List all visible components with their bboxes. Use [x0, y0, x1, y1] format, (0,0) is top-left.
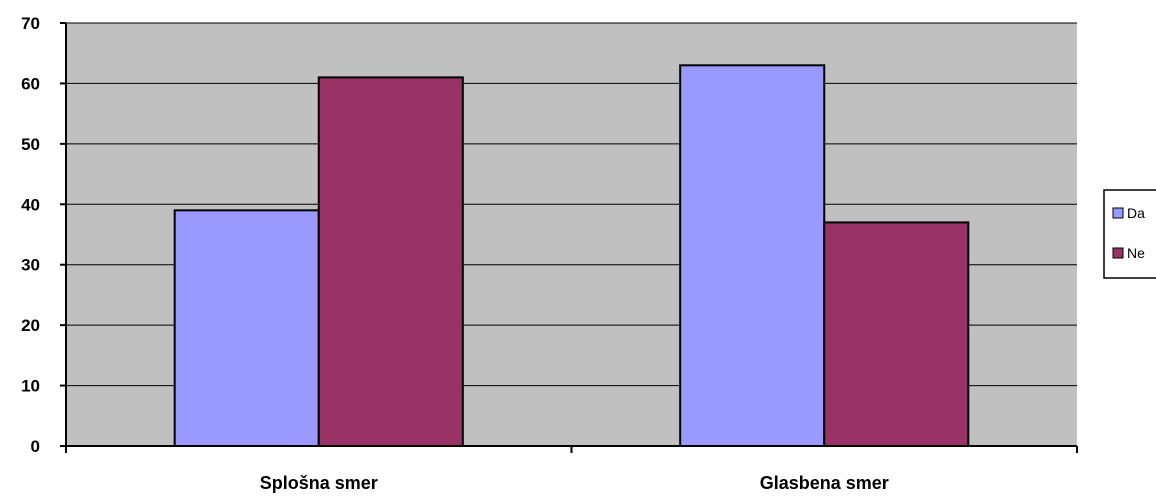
y-tick-label: 0	[31, 437, 40, 456]
legend-label-ne: Ne	[1127, 245, 1145, 261]
y-tick-label: 10	[21, 377, 40, 396]
x-axis-category-labels: Splošna smer Glasbena smer	[260, 473, 889, 493]
y-tick-label: 40	[21, 195, 40, 214]
x-axis-ticks	[65, 446, 1078, 453]
x-category-label: Glasbena smer	[760, 473, 889, 493]
y-tick-label: 70	[21, 14, 40, 33]
x-category-label: Splošna smer	[260, 473, 378, 493]
y-tick-label: 50	[21, 135, 40, 154]
y-tick-label: 20	[21, 316, 40, 335]
bar-da-1	[173, 209, 320, 447]
y-tick-label: 30	[21, 256, 40, 275]
legend-label-da: Da	[1127, 205, 1145, 221]
bar-ne-2	[823, 221, 970, 447]
y-axis-ticks: 0 10 20 30 40 50 60 70	[21, 14, 66, 456]
legend: Da Ne	[1103, 189, 1156, 279]
legend-box	[1103, 189, 1156, 279]
legend-swatch-da	[1112, 207, 1124, 219]
y-tick-label: 60	[21, 74, 40, 93]
legend-swatch-ne	[1112, 247, 1124, 259]
bar-da-2	[679, 64, 826, 448]
bar-ne-1	[317, 76, 464, 447]
